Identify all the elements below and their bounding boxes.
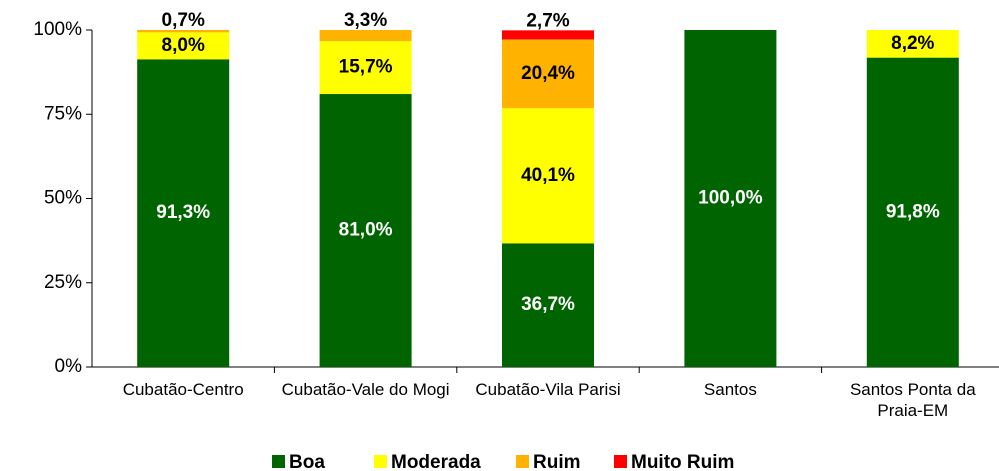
y-tick-label: 25% [44,272,82,293]
bar-segment [319,30,412,42]
legend-swatch [272,455,285,468]
data-label: 8,0% [162,35,205,56]
data-label: 20,4% [521,63,575,84]
y-tick-label: 0% [55,356,83,377]
bar-segment [502,39,594,109]
legend-label: Moderada [391,452,481,471]
bar-segment [137,30,230,33]
bar-segment [319,94,412,367]
bar-segment [319,41,412,95]
bar-segment [866,30,959,58]
legend-swatch [614,455,627,468]
x-tick-label: Cubatão-Centro [122,380,244,399]
data-label: 91,8% [886,201,940,222]
data-label: 36,7% [521,294,575,315]
x-tick-label: Cubatão-Vale do Mogi [281,380,450,399]
data-label: 15,7% [339,57,393,78]
y-tick-label: 75% [44,103,82,124]
data-label: 81,0% [339,220,393,241]
bar-segment [502,243,594,367]
data-label: 91,3% [156,202,210,223]
data-label: 0,7% [162,10,205,31]
x-tick-label: Cubatão-Vila Parisi [475,380,621,399]
legend-label: Boa [289,452,325,471]
bar-segment [137,59,230,367]
x-tick-label: Santos [703,380,757,399]
data-label: 100,0% [698,188,763,209]
data-label: 8,2% [891,33,934,54]
bar-segment [684,30,777,367]
x-tick-label: Santos Ponta da Praia-EM [849,380,976,420]
data-label: 40,1% [521,165,575,186]
data-label: 2,7% [526,10,569,31]
bar-segment [866,57,959,367]
bar-segment [502,108,594,244]
legend-swatch [516,455,529,468]
y-tick-label: 100% [33,19,82,40]
legend-label: Muito Ruim [631,452,734,471]
legend-swatch [374,455,387,468]
bar-segment [502,30,594,40]
y-tick-label: 50% [44,188,82,209]
data-label: 3,3% [344,10,387,31]
bar-segment [137,32,230,60]
legend-label: Ruim [533,452,581,471]
